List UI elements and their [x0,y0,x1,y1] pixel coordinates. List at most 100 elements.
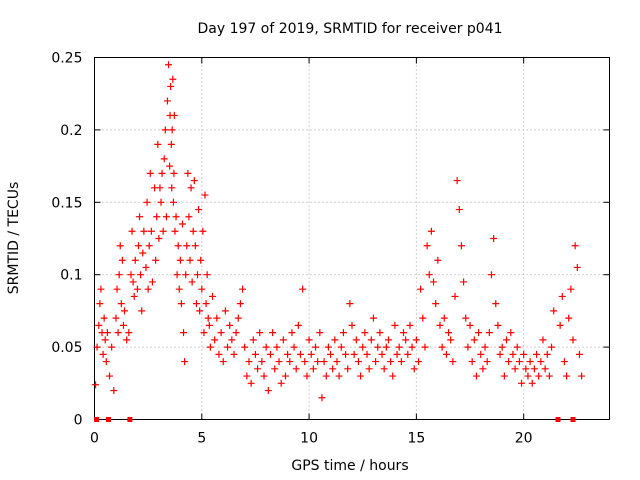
data-point [391,321,399,329]
data-point [528,379,536,387]
data-point [479,365,487,373]
data-point [115,271,123,279]
data-point [520,350,528,358]
data-point [123,336,131,344]
data-point [513,343,521,351]
data-point [361,329,369,337]
data-point [230,350,238,358]
data-point [382,343,390,351]
plot-frame [94,57,610,420]
data-point [203,271,211,279]
data-point [378,350,386,358]
data-point [110,387,118,395]
data-point [247,379,255,387]
x-tick-label: 15 [407,431,425,447]
data-point [174,242,182,250]
y-tick-label: 0.1 [60,268,82,284]
data-point [161,126,169,134]
data-point [281,372,289,380]
data-point [453,177,461,185]
data-point [303,372,311,380]
data-point [95,321,103,329]
data-point [160,155,168,163]
data-point [312,343,320,351]
data-point [127,271,135,279]
data-point [106,372,114,380]
data-point [186,256,194,264]
data-point [434,256,442,264]
x-axis-ticks: 0 5 10 15 20 [90,57,533,447]
data-point [376,329,384,337]
data-point [103,329,111,337]
data-point [318,394,326,402]
data-point [363,350,371,358]
data-point [417,285,425,293]
data-point [485,329,493,337]
data-point [169,75,177,83]
data-point [117,300,125,308]
data-point [172,213,180,221]
data-point [550,307,558,315]
data-point [144,285,152,293]
data-point [152,256,160,264]
data-point [314,358,322,366]
data-point [518,379,526,387]
data-point [236,300,244,308]
data-point [346,300,354,308]
data-point [169,198,177,206]
data-point [541,365,549,373]
data-point [200,329,208,337]
data-point [277,379,285,387]
data-point [537,358,545,366]
data-point [182,271,190,279]
data-point [119,321,127,329]
data-point [288,329,296,337]
data-point [226,321,234,329]
data-point [215,350,223,358]
data-point [249,336,257,344]
zero-marker [555,417,561,422]
data-point [157,198,165,206]
data-point [511,365,519,373]
data-point [128,227,136,235]
data-point [173,271,181,279]
data-point [196,307,204,315]
data-point [316,329,324,337]
data-point [284,350,292,358]
data-point [337,343,345,351]
data-point [113,285,121,293]
data-point [121,307,129,315]
data-point [221,307,229,315]
data-point [548,343,556,351]
data-point [143,198,151,206]
data-point [112,314,120,322]
data-point [260,372,268,380]
x-axis-label: GPS time / hours [291,458,408,474]
zero-marker [127,417,133,422]
data-point [190,177,198,185]
data-point [543,350,551,358]
data-point [209,292,217,300]
data-point [457,242,465,250]
y-axis-ticks: 0 0.05 0.1 0.15 0.2 0.25 [51,51,610,429]
data-point [198,285,206,293]
data-point [333,358,341,366]
data-point [275,358,283,366]
data-point [494,321,502,329]
data-point [389,372,397,380]
data-point [369,314,377,322]
data-point [404,350,412,358]
data-point [195,206,203,214]
data-point [239,285,247,293]
data-point [421,343,429,351]
data-point [357,372,365,380]
data-point [415,358,423,366]
data-point [449,358,457,366]
data-point [271,365,279,373]
data-point [556,321,564,329]
data-point [427,227,435,235]
data-point [563,372,571,380]
data-point [575,350,583,358]
data-point [269,329,277,337]
data-point [102,358,110,366]
